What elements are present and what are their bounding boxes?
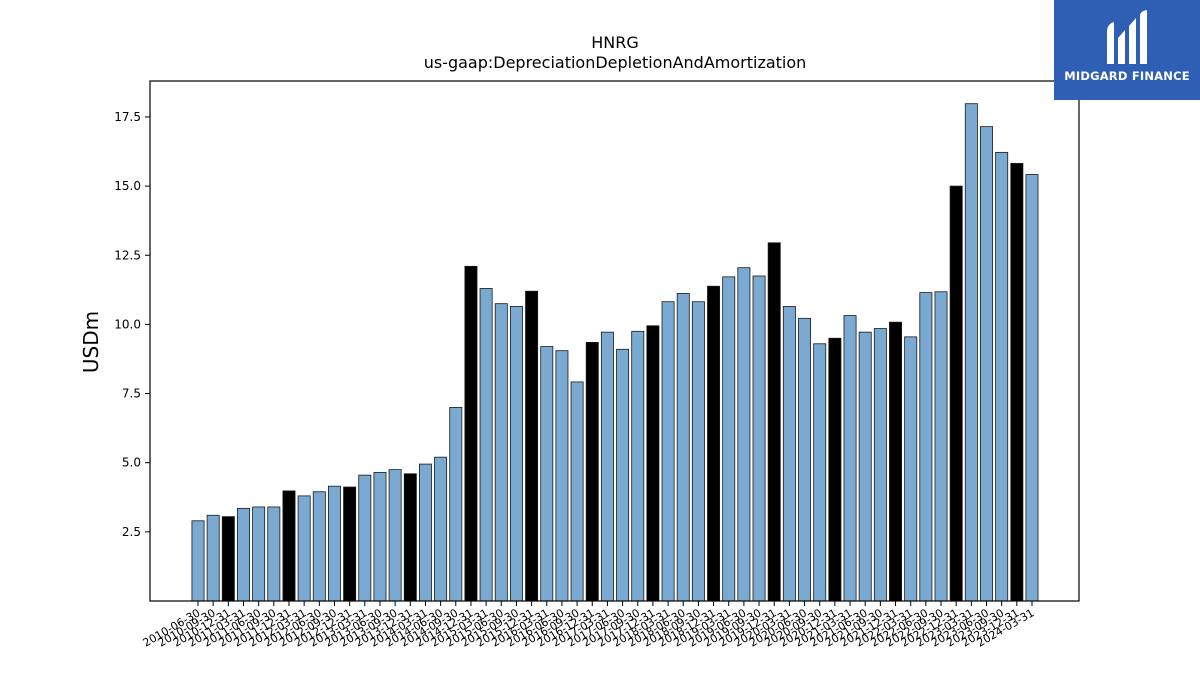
bar-2014-03-31 — [418, 463, 432, 602]
bar-2012-06-30 — [312, 491, 326, 602]
bar-2012-12-31 — [343, 486, 357, 602]
bar-2011-06-30 — [252, 506, 266, 602]
y-tick-label: 17.5 — [114, 110, 141, 124]
bar-2022-03-31 — [904, 336, 918, 602]
bar-2010-06-30 — [191, 520, 205, 602]
plot-frame — [149, 80, 1080, 602]
bar-2013-09-30 — [388, 469, 402, 602]
bar-2014-12-31 — [464, 265, 478, 602]
bar-2015-06-30 — [494, 303, 508, 602]
bar-2018-03-31 — [661, 301, 675, 602]
brand-logo: MIDGARD FINANCE — [1054, 0, 1200, 100]
bar-2013-06-30 — [373, 471, 387, 602]
chart-title: HNRG — [591, 33, 639, 52]
bar-2010-09-30 — [206, 514, 220, 602]
bar-2021-03-31 — [843, 315, 857, 602]
bar-2017-09-30 — [631, 330, 645, 602]
bar-2018-06-30 — [676, 293, 690, 602]
bar-2016-06-30 — [555, 350, 569, 602]
bar-2018-12-31 — [707, 285, 721, 602]
y-ticks-group: 2.5 5.0 7.5 10.0 12.5 15.0 17.5 — [114, 110, 150, 539]
bar-2023-12-31 — [1010, 163, 1024, 602]
bars-group — [191, 103, 1039, 602]
bar-2015-12-31 — [525, 290, 539, 602]
bar-2015-09-30 — [509, 306, 523, 602]
bar-2021-06-30 — [858, 331, 872, 602]
bar-2022-12-31 — [949, 185, 963, 602]
x-ticks-group: 2010-06-302010-09-302010-12-312011-03-31… — [141, 601, 1037, 650]
bar-2014-09-30 — [449, 406, 463, 602]
midgard-logo-icon — [1107, 10, 1147, 64]
bar-2012-03-31 — [297, 495, 311, 602]
bar-2011-03-31 — [237, 507, 250, 602]
bar-2011-09-30 — [267, 506, 281, 602]
y-tick-label: 15.0 — [114, 179, 141, 193]
bar-2013-12-31 — [403, 473, 417, 602]
bar-2011-12-31 — [282, 490, 296, 602]
y-tick-label: 5.0 — [122, 456, 141, 470]
bar-2020-12-31 — [828, 337, 842, 602]
bar-2021-09-30 — [873, 328, 887, 602]
bar-2019-09-30 — [752, 275, 766, 602]
bar-2020-03-31 — [782, 306, 796, 602]
bar-2019-03-31 — [722, 276, 736, 602]
y-tick-label: 2.5 — [122, 525, 141, 539]
bar-2016-12-31 — [585, 341, 599, 602]
brand-name: MIDGARD FINANCE — [1064, 69, 1190, 83]
bar-2023-03-31 — [964, 103, 978, 602]
bar-2017-12-31 — [646, 325, 660, 602]
y-axis-label: USDm — [79, 311, 103, 373]
chart-subtitle: us-gaap:DepreciationDepletionAndAmortiza… — [424, 53, 807, 72]
bar-2020-06-30 — [798, 317, 812, 602]
bar-2014-06-30 — [434, 456, 448, 602]
bar-2012-09-30 — [328, 485, 341, 602]
bar-2015-03-31 — [479, 288, 493, 602]
bar-2019-06-30 — [737, 267, 751, 602]
bar-2023-09-30 — [995, 151, 1009, 602]
bar-2010-12-31 — [221, 516, 235, 602]
bar-2016-03-31 — [540, 346, 554, 602]
y-tick-label: 10.0 — [114, 317, 141, 331]
bar-2019-12-31 — [767, 242, 781, 602]
bar-2021-12-31 — [889, 321, 902, 602]
bar-2017-03-31 — [600, 331, 614, 602]
y-tick-label: 12.5 — [114, 248, 141, 262]
bar-2023-06-30 — [980, 126, 993, 602]
bar-2022-06-30 — [919, 292, 933, 602]
bar-2017-06-30 — [616, 348, 630, 602]
bar-2018-09-30 — [691, 301, 705, 602]
bar-2024-03-31 — [1025, 174, 1039, 602]
bar-2022-09-30 — [934, 291, 948, 602]
bar-2016-09-30 — [570, 381, 584, 602]
bar-2013-03-31 — [358, 474, 372, 602]
y-tick-label: 7.5 — [122, 387, 141, 401]
bar-2020-09-30 — [813, 343, 827, 602]
